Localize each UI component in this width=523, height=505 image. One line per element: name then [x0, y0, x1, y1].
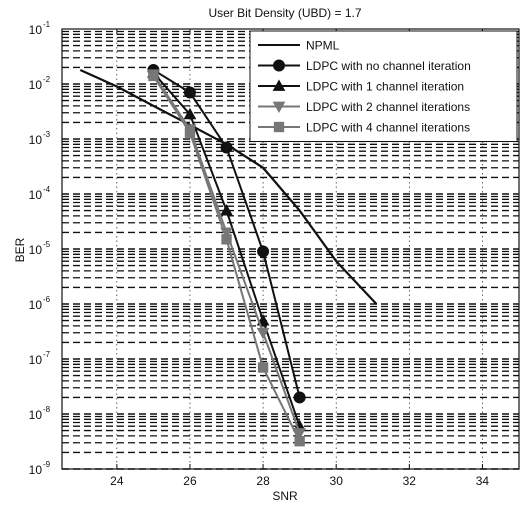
y-tick-exponent: -2 [43, 75, 51, 84]
y-tick-base: 10 [29, 298, 43, 312]
data-point [294, 436, 305, 447]
legend-label: LDPC with no channel iteration [306, 59, 471, 73]
x-axis-ticks: 24 26 28 30 32 34 [110, 29, 489, 488]
x-tick-label: 30 [330, 474, 344, 488]
y-tick-label: 10 [29, 78, 43, 92]
y-tick-base: 10 [29, 23, 43, 37]
y-tick-base: 10 [29, 78, 43, 92]
x-tick-label: 34 [476, 474, 490, 488]
data-point [184, 127, 196, 138]
x-tick-label: 24 [110, 474, 124, 488]
y-tick-label: 10 [29, 463, 43, 477]
legend-entry: LDPC with no channel iteration [258, 59, 471, 73]
data-point [273, 121, 285, 133]
legend-label: LDPC with 2 channel iterations [306, 100, 470, 114]
y-tick-label: 10 [29, 188, 43, 202]
y-tick-base: 10 [29, 133, 43, 147]
x-tick-label: 28 [256, 474, 270, 488]
data-point [148, 70, 159, 82]
y-tick-exponent: -9 [43, 460, 51, 469]
legend-entry: NPML [258, 39, 340, 53]
data-point [183, 86, 196, 99]
y-tick-exponent: -4 [43, 185, 51, 194]
y-tick-base: 10 [29, 243, 43, 257]
data-point [273, 59, 285, 72]
x-axis-label: SNR [272, 489, 298, 503]
data-point [272, 101, 286, 114]
y-tick-label: 10 [29, 298, 43, 312]
y-tick-label: 10 [29, 243, 43, 257]
chart-title: User Bit Density (UBD) = 1.7 [208, 6, 361, 20]
y-tick-label: 10 [29, 133, 43, 147]
data-point [220, 141, 233, 154]
series-layer [79, 63, 378, 447]
data-point [257, 362, 269, 373]
y-tick-exponent: -8 [43, 405, 51, 414]
y-axis-label: BER [13, 237, 27, 262]
series-5 [148, 70, 305, 447]
legend-entry: LDPC with 1 channel iteration [258, 79, 464, 94]
legend-label: LDPC with 4 channel iterations [306, 121, 470, 135]
y-tick-label: 10 [29, 23, 43, 37]
legend-label: LDPC with 1 channel iteration [306, 80, 464, 94]
y-tick-label: 10 [29, 408, 43, 422]
legend-label: NPML [306, 39, 340, 53]
y-tick-exponent: -5 [43, 240, 51, 249]
y-tick-label: 10 [29, 353, 43, 367]
data-point [220, 204, 233, 216]
data-point [183, 107, 197, 120]
y-tick-base: 10 [29, 353, 43, 367]
legend: NPML LDPC with no channel iteration LDPC w… [249, 30, 518, 142]
y-tick-exponent: -6 [43, 295, 51, 304]
x-tick-label: 32 [403, 474, 417, 488]
data-point [257, 245, 270, 258]
data-point [272, 79, 286, 91]
y-tick-base: 10 [29, 408, 43, 422]
x-tick-label: 26 [183, 474, 197, 488]
series-2 [147, 63, 306, 404]
y-tick-exponent: -7 [43, 350, 51, 359]
legend-entry: LDPC with 2 channel iterations [258, 100, 470, 114]
y-tick-base: 10 [29, 188, 43, 202]
y-tick-exponent: -3 [43, 130, 51, 139]
legend-entry: LDPC with 4 channel iterations [258, 121, 470, 135]
data-point [256, 327, 270, 340]
data-point [293, 391, 306, 404]
data-point [221, 234, 232, 245]
y-tick-exponent: -1 [43, 20, 51, 29]
y-tick-base: 10 [29, 463, 43, 477]
y-axis-ticks: 10-910-810-710-610-510-410-310-210-1 [29, 20, 68, 477]
